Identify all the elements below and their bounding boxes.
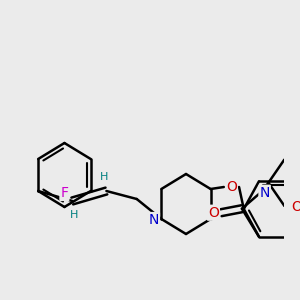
Text: O: O [208, 206, 219, 220]
Text: H: H [70, 210, 78, 220]
Text: H: H [100, 172, 109, 182]
Text: N: N [148, 213, 159, 227]
Text: F: F [60, 186, 68, 200]
Text: N: N [260, 186, 270, 200]
Text: O: O [291, 200, 300, 214]
Text: O: O [226, 180, 237, 194]
